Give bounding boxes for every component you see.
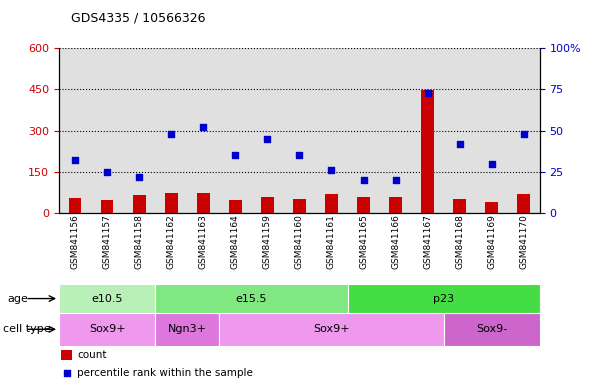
Bar bbox=[61, 350, 72, 360]
Bar bbox=[155, 313, 219, 346]
Point bbox=[231, 152, 240, 159]
Text: GDS4335 / 10566326: GDS4335 / 10566326 bbox=[71, 12, 205, 25]
Bar bbox=[261, 197, 274, 213]
Bar bbox=[229, 200, 242, 213]
Point bbox=[487, 161, 496, 167]
Bar bbox=[444, 313, 540, 346]
Text: Sox9-: Sox9- bbox=[476, 324, 507, 334]
Bar bbox=[133, 195, 146, 213]
Bar bbox=[219, 313, 444, 346]
Bar bbox=[293, 199, 306, 213]
Text: Ngn3+: Ngn3+ bbox=[168, 324, 206, 334]
Point bbox=[327, 167, 336, 173]
Bar bbox=[486, 202, 498, 213]
Bar bbox=[155, 284, 348, 313]
Bar bbox=[165, 193, 178, 213]
Text: age: age bbox=[7, 293, 28, 304]
Bar bbox=[59, 284, 155, 313]
Bar bbox=[357, 197, 370, 213]
Text: e15.5: e15.5 bbox=[235, 293, 267, 304]
Point bbox=[294, 152, 304, 159]
Text: p23: p23 bbox=[433, 293, 454, 304]
Point bbox=[166, 131, 176, 137]
Bar bbox=[68, 198, 81, 213]
Bar bbox=[421, 90, 434, 213]
Point bbox=[455, 141, 464, 147]
Point bbox=[70, 157, 80, 163]
Text: count: count bbox=[77, 350, 107, 360]
Text: Sox9+: Sox9+ bbox=[88, 324, 126, 334]
Bar bbox=[101, 200, 113, 213]
Text: percentile rank within the sample: percentile rank within the sample bbox=[77, 367, 253, 377]
Point bbox=[263, 136, 272, 142]
Bar bbox=[59, 313, 155, 346]
Point bbox=[391, 177, 400, 183]
Text: e10.5: e10.5 bbox=[91, 293, 123, 304]
Text: Sox9+: Sox9+ bbox=[313, 324, 350, 334]
Point bbox=[198, 124, 208, 130]
Bar bbox=[453, 199, 466, 213]
Bar bbox=[348, 284, 540, 313]
Point bbox=[62, 369, 71, 376]
Point bbox=[359, 177, 368, 183]
Point bbox=[423, 89, 432, 96]
Bar bbox=[325, 194, 338, 213]
Bar bbox=[389, 197, 402, 213]
Point bbox=[519, 131, 529, 137]
Point bbox=[102, 169, 112, 175]
Bar bbox=[517, 194, 530, 213]
Point bbox=[135, 174, 144, 180]
Bar bbox=[197, 193, 209, 213]
Text: cell type: cell type bbox=[3, 324, 51, 334]
